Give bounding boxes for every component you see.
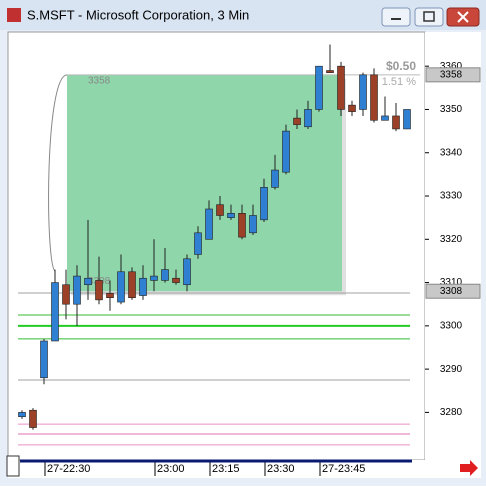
measure-box xyxy=(67,74,342,292)
candle-body xyxy=(73,275,81,305)
plot: 3358 3308 $0.50 1.51 % 3280 3290 3300 3310 3320 3… xyxy=(18,44,481,476)
y-tick-label: 3320 xyxy=(440,234,463,245)
candle-body xyxy=(249,215,257,234)
maximize-icon xyxy=(423,11,435,22)
candle-body xyxy=(271,169,279,188)
y-tick-label: 3330 xyxy=(440,191,463,202)
candle-body xyxy=(183,258,191,286)
candle-body xyxy=(194,232,202,255)
candle-body xyxy=(139,277,147,296)
candle-body xyxy=(150,275,158,281)
candle-body xyxy=(84,277,92,286)
x-tick-label: 27-23:45 xyxy=(322,463,365,475)
y-tick-label: 3310 xyxy=(440,277,463,288)
candle-body xyxy=(392,115,400,130)
candle-body xyxy=(95,280,103,301)
x-tick-label: 23:15 xyxy=(212,463,240,475)
x-tick-label: 23:00 xyxy=(157,463,185,475)
candle-body xyxy=(216,204,224,216)
measure-high-text: 3358 xyxy=(88,75,111,86)
y-tick-label: 3360 xyxy=(440,61,463,72)
candle-body xyxy=(304,109,312,128)
measure-change: $0.50 xyxy=(386,59,416,73)
y-tick-label: 3290 xyxy=(440,364,463,375)
candle-body xyxy=(348,104,356,112)
candle-body xyxy=(381,115,389,121)
candle-body xyxy=(106,293,114,299)
candle-body xyxy=(29,409,37,428)
window-title: S.MSFT - Microsoft Corporation, 3 Min xyxy=(27,7,249,22)
candle-body xyxy=(128,271,136,299)
candle-body xyxy=(18,412,26,418)
close-icon xyxy=(457,11,469,23)
candle-body xyxy=(370,74,378,121)
measure-percent: 1.51 % xyxy=(382,76,416,88)
app-icon xyxy=(7,8,21,22)
price-marker xyxy=(425,67,481,83)
candle-body xyxy=(238,213,246,238)
candle-body xyxy=(260,187,268,221)
candle-body xyxy=(227,213,235,218)
y-tick-label: 3350 xyxy=(440,104,463,115)
candle-body xyxy=(40,340,48,379)
measure-arc xyxy=(48,74,68,272)
price-marker xyxy=(425,283,481,299)
candle-body xyxy=(359,74,367,110)
y-tick-label: 3280 xyxy=(440,407,463,418)
candle-body xyxy=(117,271,125,303)
scroll-arrow[interactable] xyxy=(460,460,478,476)
candle-body xyxy=(403,109,411,130)
candle-body xyxy=(282,130,290,173)
x-tick-label: 23:30 xyxy=(267,463,295,475)
candle-body xyxy=(172,277,180,283)
candle-body xyxy=(293,117,301,125)
y-tick-label: 3340 xyxy=(440,147,463,158)
minimize-button[interactable] xyxy=(381,7,411,27)
maximize-button[interactable] xyxy=(414,7,444,27)
price-marker-label: 3358 xyxy=(440,69,463,80)
price-axis xyxy=(425,32,481,460)
candle-body xyxy=(51,282,59,342)
time-axis xyxy=(8,460,481,478)
candle-body xyxy=(161,269,169,281)
candle-body xyxy=(62,284,70,305)
x-tick-label: 27-22:30 xyxy=(47,463,90,475)
candle-body xyxy=(326,70,334,73)
price-marker-label: 3308 xyxy=(440,286,463,297)
candle-body xyxy=(205,208,213,240)
y-tick-label: 3300 xyxy=(440,320,463,331)
corner-box xyxy=(6,455,20,477)
candle-body xyxy=(315,65,323,110)
candle-body xyxy=(337,65,345,110)
